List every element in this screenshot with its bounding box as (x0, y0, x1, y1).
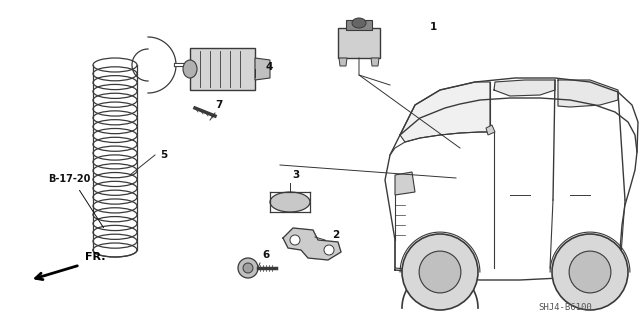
Polygon shape (346, 20, 372, 30)
Circle shape (290, 235, 300, 245)
Polygon shape (395, 172, 415, 195)
Polygon shape (385, 98, 637, 280)
Text: 7: 7 (215, 100, 222, 110)
Polygon shape (400, 82, 490, 142)
Text: 4: 4 (265, 62, 273, 72)
Ellipse shape (183, 60, 197, 78)
Ellipse shape (270, 192, 310, 212)
Text: B-17-20: B-17-20 (48, 174, 90, 184)
Text: 1: 1 (430, 22, 437, 32)
Polygon shape (255, 58, 270, 80)
Text: 2: 2 (332, 230, 339, 240)
Ellipse shape (352, 18, 366, 28)
Text: 6: 6 (262, 250, 269, 260)
Text: 3: 3 (292, 170, 300, 180)
Circle shape (402, 234, 478, 310)
Circle shape (324, 245, 334, 255)
Polygon shape (558, 80, 618, 107)
Polygon shape (339, 58, 347, 66)
Polygon shape (371, 58, 379, 66)
Polygon shape (486, 125, 495, 135)
Circle shape (419, 251, 461, 293)
Circle shape (238, 258, 258, 278)
Text: FR.: FR. (85, 252, 106, 262)
Text: SHJ4-B6100: SHJ4-B6100 (538, 303, 592, 313)
Polygon shape (338, 28, 380, 58)
Polygon shape (283, 228, 341, 260)
Polygon shape (190, 48, 255, 90)
Circle shape (552, 234, 628, 310)
Polygon shape (494, 80, 555, 96)
Text: 5: 5 (160, 150, 167, 160)
Circle shape (569, 251, 611, 293)
Circle shape (243, 263, 253, 273)
